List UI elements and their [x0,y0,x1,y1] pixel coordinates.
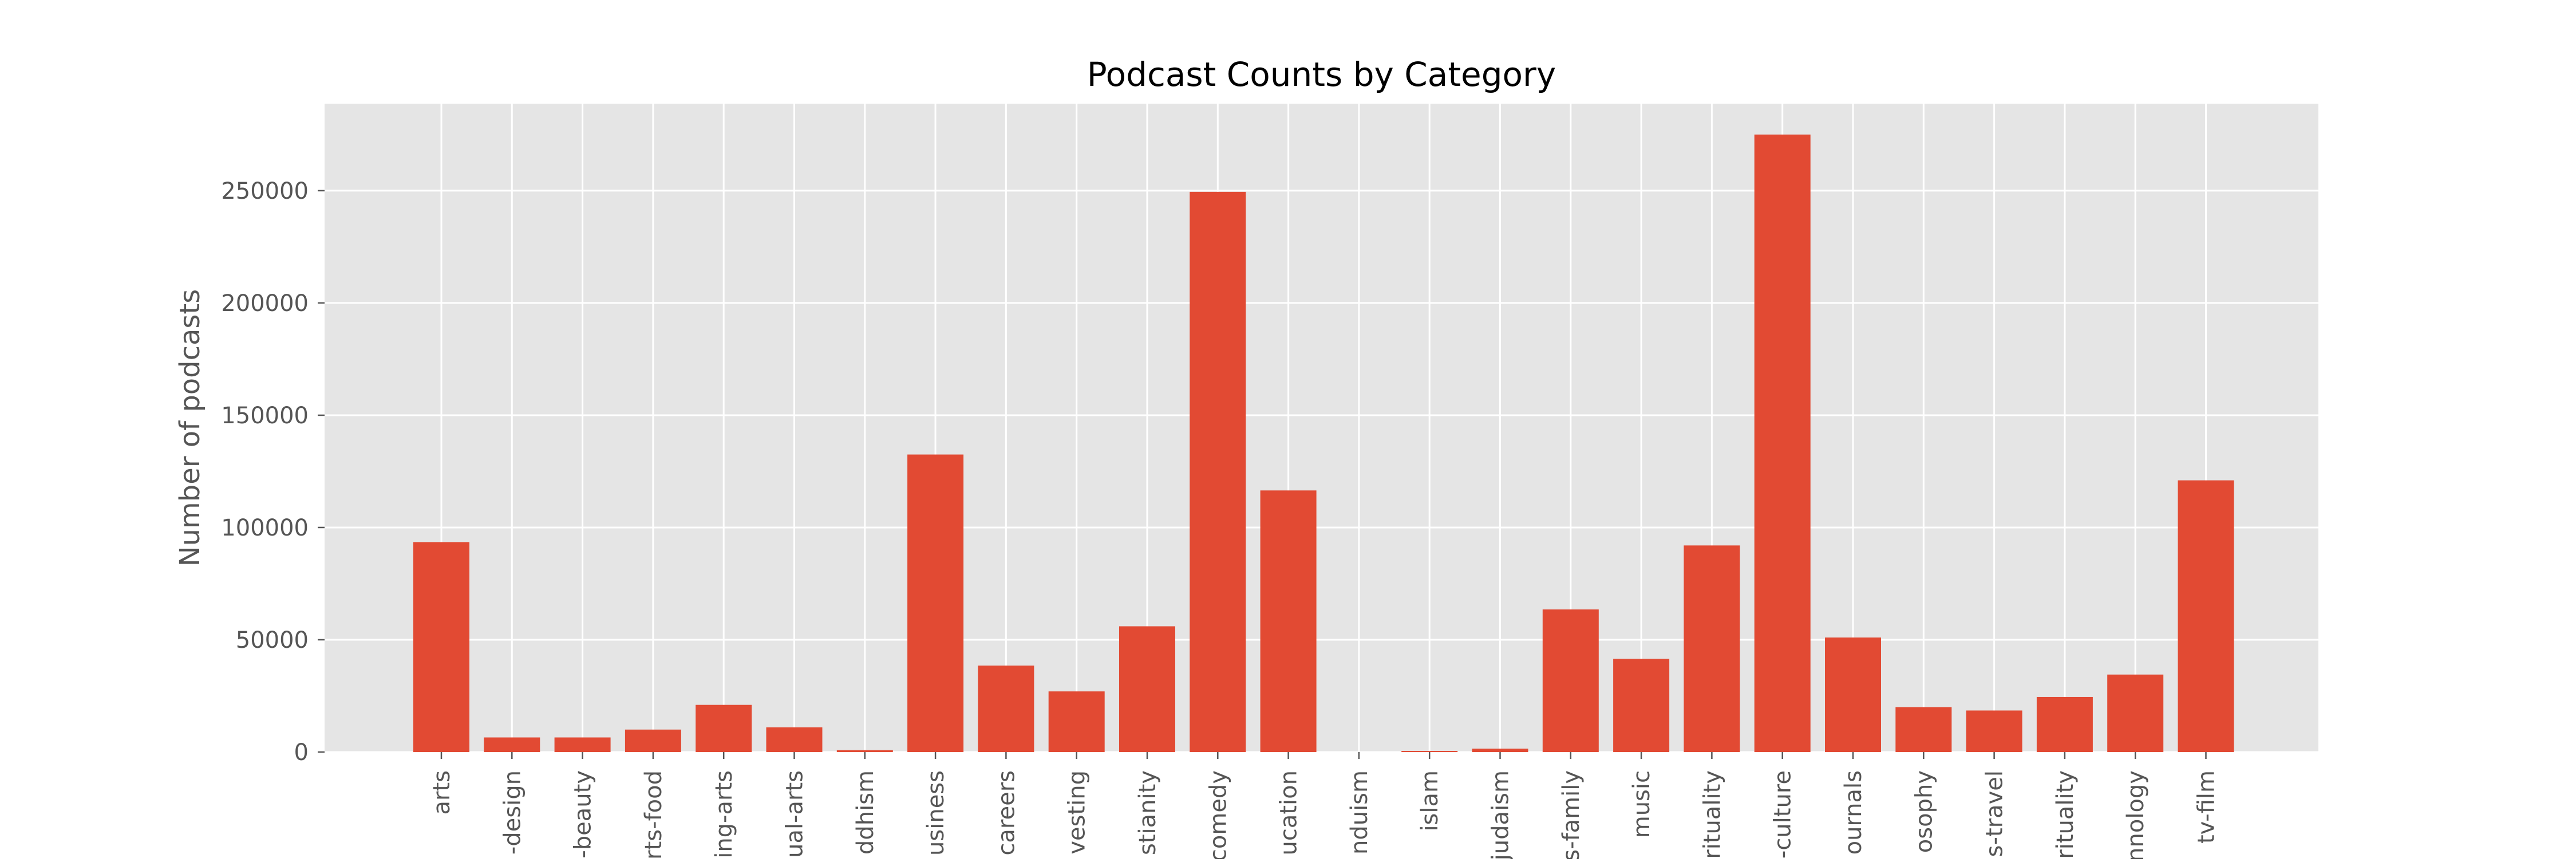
x-tick-label: -culture [1770,770,1796,859]
x-tick-label: -beauty [570,770,596,859]
bar-24 [2107,674,2164,752]
bar-9 [1048,691,1105,752]
bar-8 [978,666,1034,752]
x-tick-label: osophy [1911,770,1937,853]
x-tick-label: rituality [1699,770,1725,859]
y-tick-label: 100000 [221,515,309,541]
bar-18 [1684,545,1740,752]
x-tick-label: ing-arts [711,770,737,859]
bar-4 [696,704,752,752]
bar-6 [836,750,893,752]
bars [413,134,2234,752]
x-tick-label: music [1629,770,1655,838]
x-tick-label: rituality [2052,770,2079,859]
bar-11 [1190,191,1246,752]
chart-title: Podcast Counts by Category [1087,55,1556,94]
x-tick-label: careers [993,770,1020,856]
x-tick-label: nnology [2123,770,2149,859]
bar-1 [484,737,540,752]
bar-21 [1895,707,1952,752]
x-tick-label: ucation [1276,770,1302,855]
y-tick-label: 50000 [236,627,309,654]
x-axis-ticks: arts -design -beauty rts-food ing-arts ual-ar… [429,752,2220,862]
x-tick-label: usiness [923,770,949,856]
bar-19 [1754,134,1811,752]
bar-20 [1825,637,1881,752]
y-tick-label: 0 [294,739,309,766]
bar-14 [1401,751,1458,752]
x-tick-label: -design [499,770,526,855]
bar-22 [1966,710,2022,752]
x-tick-label: nduism [1346,770,1373,855]
x-tick-label: judaism [1488,770,1514,859]
x-tick-label: ual-arts [782,770,808,858]
bar-5 [766,727,823,752]
y-tick-label: 150000 [221,403,309,429]
bar-23 [2036,696,2093,752]
x-tick-label: arts [429,770,455,814]
y-axis-label: Number of podcasts [174,289,206,567]
y-axis-ticks: 0 50000 100000 150000 200000 250000 [221,178,325,766]
bar-16 [1542,609,1599,752]
x-tick-label: tv-film [2194,770,2220,844]
x-tick-label: s-family [1558,770,1585,859]
bar-17 [1613,659,1670,752]
bar-12 [1260,490,1317,752]
x-tick-label: ddhism [852,770,879,855]
plot-area [325,104,2318,752]
bar-0 [413,542,469,752]
y-tick-label: 200000 [221,290,309,317]
x-tick-label: vesting [1064,770,1091,855]
bar-10 [1119,626,1175,752]
x-tick-label: ournals [1840,770,1867,855]
bar-2 [554,737,611,752]
bar-15 [1472,749,1528,752]
bar-7 [907,454,964,752]
x-tick-label: rts-food [641,770,667,859]
bar-25 [2178,480,2234,752]
x-tick-label: comedy [1205,770,1231,859]
y-tick-label: 250000 [221,178,309,204]
bar-3 [625,729,681,752]
x-tick-label: stianity [1135,770,1161,855]
x-tick-label: islam [1417,770,1443,832]
x-tick-label: s-travel [1982,770,2008,857]
